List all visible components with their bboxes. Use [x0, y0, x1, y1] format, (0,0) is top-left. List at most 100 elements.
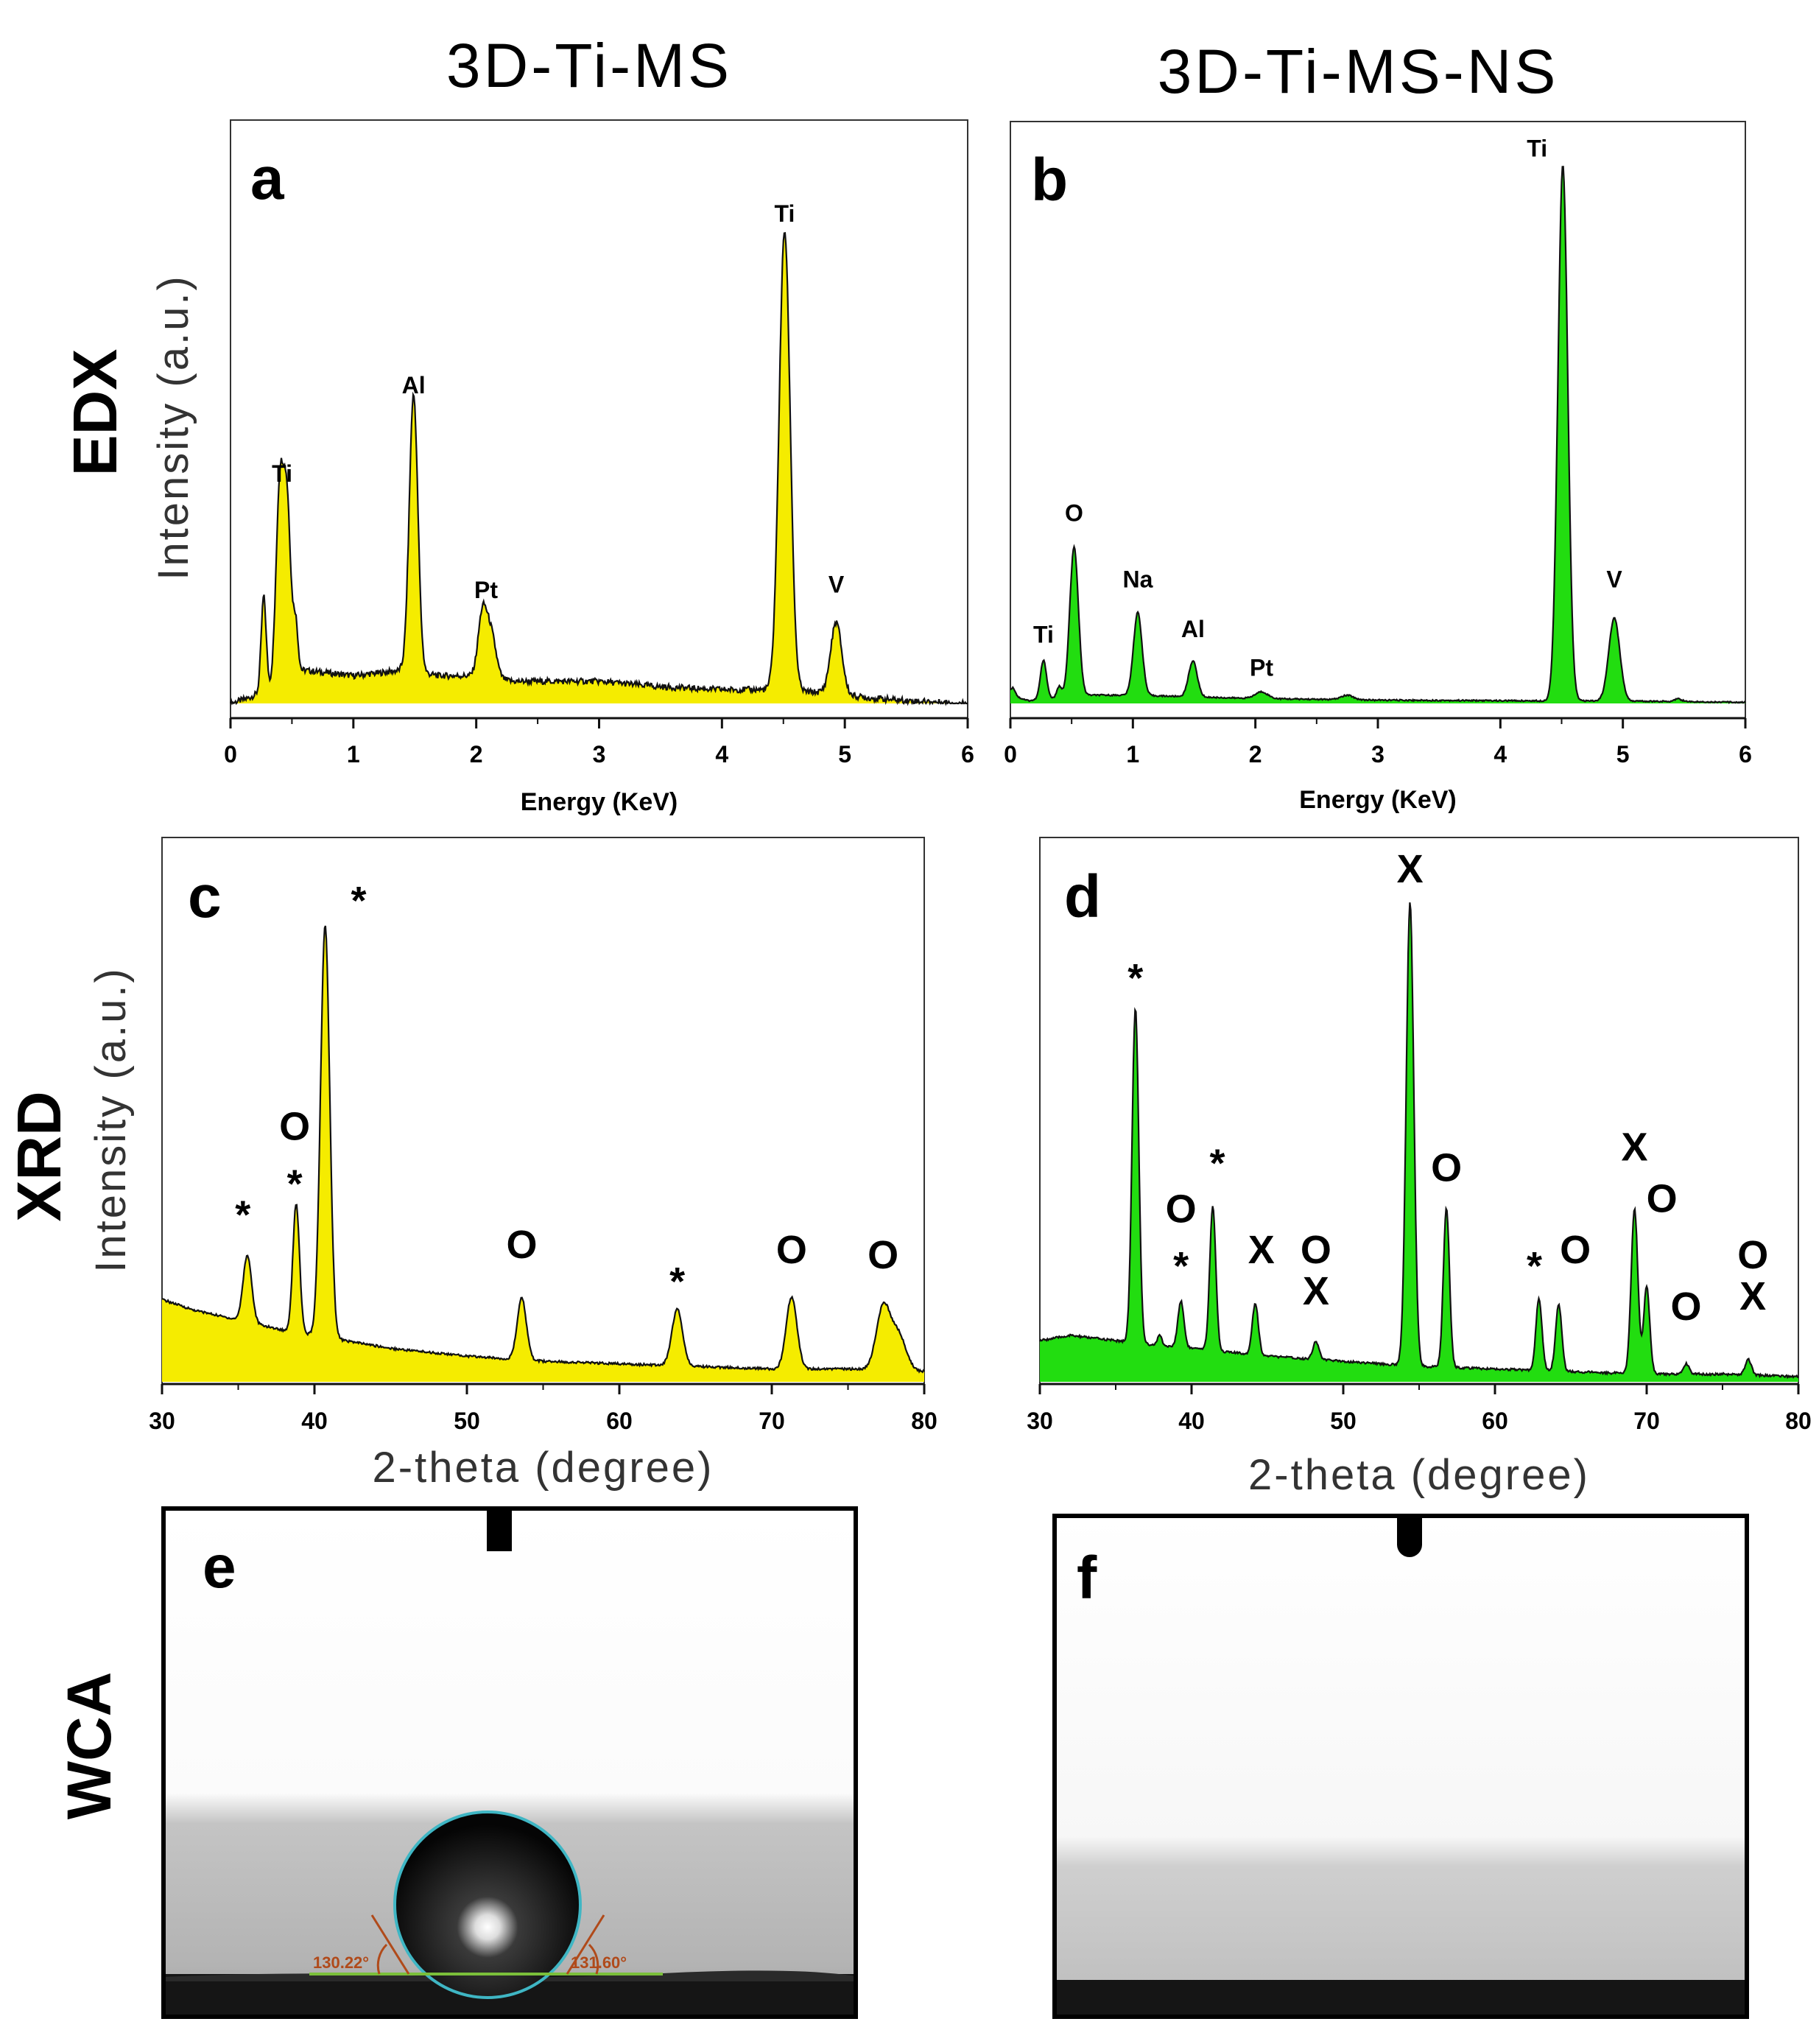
- row-title-xrd: XRD: [4, 1091, 74, 1221]
- x-tick-label: 5: [1616, 741, 1630, 768]
- wca-frame: [1052, 1514, 1749, 2019]
- peak-label: *: [669, 1260, 685, 1304]
- x-tick-label: 40: [301, 1408, 328, 1434]
- peak-label: O: [1560, 1228, 1591, 1272]
- plot-frame: [161, 837, 925, 1385]
- x-tick-label: 0: [224, 741, 237, 768]
- peak-label: Na: [1123, 566, 1153, 593]
- peak-label: O: [507, 1223, 538, 1267]
- x-axis-label: Energy (KeV): [521, 788, 678, 816]
- y-axis-label: Intensity (a.u.): [149, 274, 197, 580]
- column-title-left: 3D-Ti-MS: [446, 31, 732, 100]
- x-tick-label: 70: [759, 1408, 785, 1434]
- x-tick-label: 70: [1633, 1408, 1660, 1434]
- peak-label: O: [1301, 1228, 1331, 1272]
- column-title-right: 3D-Ti-MS-NS: [1158, 37, 1559, 106]
- x-tick-label: 60: [606, 1408, 633, 1434]
- x-tick-label: 3: [593, 741, 606, 768]
- peak-label: O: [1431, 1145, 1462, 1190]
- spectrum-fill: [1010, 166, 1745, 704]
- peak-label: *: [235, 1193, 250, 1237]
- spectrum-line: [1010, 166, 1746, 705]
- x-tick-label: 4: [1493, 741, 1507, 768]
- panel-letter-d: d: [1064, 863, 1101, 930]
- spectrum-fill: [162, 926, 924, 1382]
- plot-frame: [1010, 121, 1746, 719]
- peak-label: Al: [1181, 616, 1205, 642]
- angle-arc-right: [588, 1943, 599, 1975]
- peak-label: Pt: [474, 577, 498, 603]
- wca-image-3d-ti-ms: 130.22° 131.60° e: [161, 1506, 858, 2019]
- x-tick-label: 2: [1249, 741, 1262, 768]
- x-tick-label: 3: [1371, 741, 1385, 768]
- peak-label: *: [287, 1162, 303, 1206]
- panel-letter-c: c: [188, 863, 222, 930]
- peak-label: V: [1606, 566, 1622, 593]
- x-tick-label: 4: [715, 741, 728, 768]
- x-tick-label: 80: [911, 1408, 937, 1434]
- peak-label: X: [1397, 847, 1424, 891]
- x-tick-label: 60: [1482, 1408, 1508, 1434]
- peak-label: Al: [402, 372, 426, 398]
- x-tick-label: 50: [454, 1408, 480, 1434]
- peak-label: O: [868, 1233, 898, 1277]
- peak-label: O: [1671, 1285, 1702, 1329]
- water-droplet: [393, 1811, 582, 1999]
- edx-chart-3d-ti-ms: 0 1 2 3 4 5 6 Energy (KeV) Intensity (a.u.) a Ti Al…: [149, 119, 974, 816]
- x-axis-label: 2-theta (degree): [373, 1444, 714, 1492]
- x-axis-label: 2-theta (degree): [1248, 1451, 1590, 1499]
- spectrum-fill: [231, 233, 968, 703]
- x-tick-label: 80: [1785, 1408, 1812, 1434]
- x-tick-label: 40: [1178, 1408, 1205, 1434]
- peak-label: X: [1248, 1228, 1275, 1272]
- plot-frame: [230, 119, 968, 719]
- spectrum-line: [229, 231, 968, 706]
- x-tick-label: 2: [470, 741, 483, 768]
- peak-label: X: [1622, 1125, 1648, 1169]
- x-tick-label: 30: [1027, 1408, 1053, 1434]
- peak-label: *: [351, 879, 367, 923]
- wca-image-3d-ti-ms-ns: f: [1052, 1514, 1749, 2019]
- xrd-chart-3d-ti-ms-ns: 30 40 50 60 70 802-theta (degree)d X*O**X OXO* O…: [1027, 837, 1812, 1499]
- peak-label: X: [1739, 1274, 1766, 1318]
- row-title-wca: WCA: [54, 1672, 124, 1820]
- pendant-drop: [1397, 1532, 1422, 1557]
- x-tick-label: 6: [1739, 741, 1752, 768]
- panel-letter-a: a: [250, 145, 285, 212]
- spectrum-line: [161, 925, 925, 1374]
- peak-label: Ti: [1527, 136, 1547, 162]
- y-axis-label: Intensity (a.u.): [87, 966, 135, 1272]
- peak-label: O: [776, 1228, 807, 1272]
- x-axis-label: Energy (KeV): [1299, 786, 1457, 814]
- row-title-edx: EDX: [60, 349, 130, 477]
- peak-label: *: [1173, 1244, 1189, 1288]
- substrate: [1055, 1980, 1747, 2017]
- peak-label: V: [828, 572, 845, 598]
- panel-letter-f: f: [1077, 1545, 1097, 1612]
- peak-label: Ti: [1033, 622, 1054, 648]
- peak-label: O: [1737, 1233, 1768, 1277]
- peak-label: X: [1303, 1269, 1329, 1313]
- edx-chart-3d-ti-ms-ns: 0 1 2 3 4 5 6 Energy (KeV) b Ti O Na Al Pt Ti V: [1004, 121, 1752, 814]
- x-tick-label: 0: [1004, 741, 1017, 768]
- syringe-needle: [487, 1509, 512, 1551]
- peak-label: O: [279, 1104, 310, 1148]
- substrate-edge: [163, 1970, 856, 1981]
- peak-label: *: [1210, 1141, 1225, 1185]
- x-tick-label: 50: [1330, 1408, 1357, 1434]
- peak-label: *: [1127, 956, 1143, 1000]
- spectrum-line: [1039, 902, 1799, 1380]
- tangent-right: [566, 1914, 605, 1975]
- x-tick-label: 6: [961, 741, 974, 768]
- plot-frame: [1039, 837, 1799, 1385]
- panel-letter-e: e: [203, 1534, 236, 1601]
- peak-label: Pt: [1250, 655, 1273, 681]
- peak-label: *: [1527, 1244, 1542, 1288]
- x-tick-label: 30: [149, 1408, 175, 1434]
- x-tick-label: 1: [1126, 741, 1139, 768]
- peak-label: Ti: [272, 460, 292, 487]
- contact-angle-left: 130.22°: [313, 1953, 369, 1972]
- peak-label: O: [1166, 1187, 1197, 1231]
- xrd-chart-3d-ti-ms: 30 40 50 60 70 80 2-theta (degree) Intensity (a…: [87, 837, 937, 1492]
